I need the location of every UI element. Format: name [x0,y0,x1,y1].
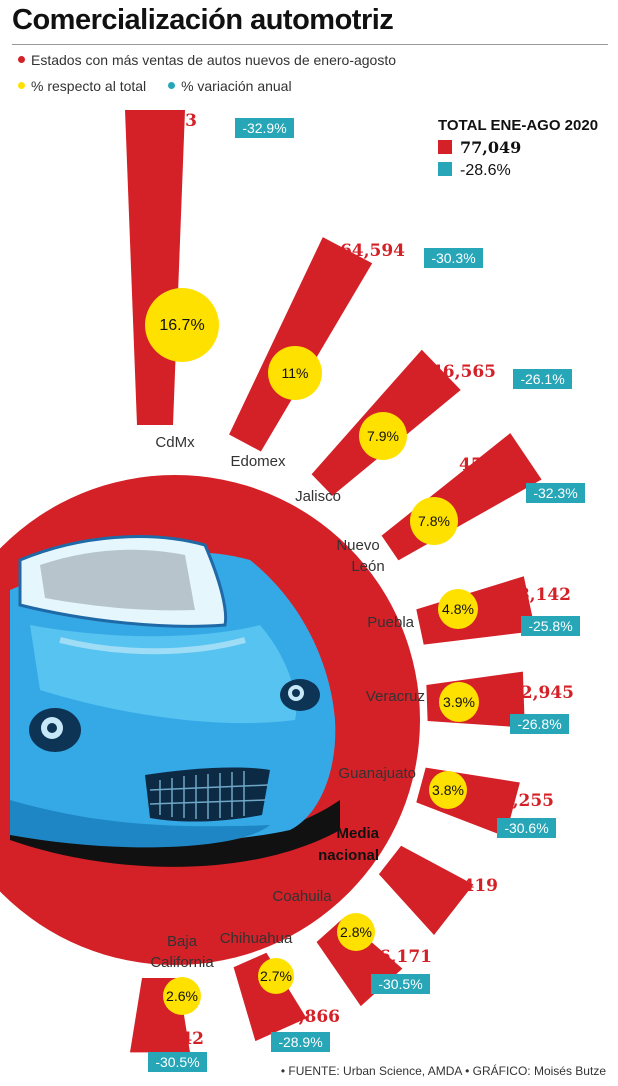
title-rule [12,44,608,45]
value-label-guanajuato: 22,255 [489,791,554,811]
category-label-edomex: Edomex [230,453,286,470]
value-label-chihuahua: 15,866 [275,1007,340,1027]
bar-cdmx [125,110,185,425]
red-dot-icon [18,56,25,63]
total-title: TOTAL ENE-AGO 2020 [438,117,599,134]
share-circle-veracruz [439,682,479,722]
share-circle-edomex [268,346,322,400]
category-label-media-nacional-line2: nacional [318,847,379,864]
red-square-icon [438,140,452,154]
legend-sales-label: Estados con más ventas de autos nuevos d… [31,52,397,68]
value-label-veracruz: 22,945 [509,683,574,703]
value-label-media-nacional: 17,419 [433,876,498,896]
value-label-cdmx: 97,733 [132,111,197,131]
value-label-nuevo-leon: 45,945 [459,455,524,475]
share-label-jalisco: 7.9% [367,428,399,444]
source-footer: • FUENTE: Urban Science, AMDA • GRÁFICO:… [280,1064,606,1078]
bar-edomex [229,237,373,452]
category-label-guanajuato: Guanajuato [338,765,416,782]
legend-share: % respecto al total [18,78,146,94]
share-circle-guanajuato [429,771,467,809]
share-circle-baja-california [163,977,201,1015]
legend-variation: % variación anual [168,78,292,94]
share-label-guanajuato: 3.8% [432,782,464,798]
share-circle-cdmx [145,288,219,362]
category-label-baja-california-line2: California [150,954,214,971]
category-label-coahuila: Coahuila [272,888,332,905]
category-label-nuevo-leon-line2: León [351,558,384,575]
variation-box-edomex [424,248,483,268]
car-illustration [10,535,340,867]
variation-label-edomex: -30.3% [431,250,475,266]
share-circle-chihuahua [258,958,294,994]
variation-label-puebla: -25.8% [528,618,572,634]
yellow-dot-icon [18,82,25,89]
category-label-chihuahua: Chihuahua [220,930,293,947]
category-label-nuevo-leon-line1: Nuevo [336,537,379,554]
variation-label-cdmx: -32.9% [242,120,286,136]
bar-media-nacional [378,845,474,935]
variation-box-veracruz [510,714,569,734]
category-label-baja-california-line1: Baja [167,933,198,950]
annotations-group: 16.7% CdMx 97,733 -32.9% 11% Edomex 64,594 -30.… [132,111,585,1072]
category-label-veracruz: Veracruz [366,688,425,705]
value-label-edomex: 64,594 [340,241,405,261]
variation-label-coahuila: -30.5% [378,976,422,992]
value-label-coahuila: 16,171 [367,947,432,967]
variation-box-coahuila [371,974,430,994]
legend-share-label: % respecto al total [31,78,147,94]
share-label-chihuahua: 2.7% [260,968,292,984]
share-label-coahuila: 2.8% [340,924,372,940]
chart-title: Comercialización automotriz [12,4,394,36]
category-label-puebla: Puebla [367,614,414,631]
variation-box-guanajuato [497,818,556,838]
legend-variation-label: % variación anual [181,78,292,94]
variation-label-chihuahua: -28.9% [278,1034,322,1050]
share-label-nuevo-leon: 7.8% [418,513,450,529]
variation-box-nuevo-leon [526,483,585,503]
variation-box-baja-california [148,1052,207,1072]
variation-label-guanajuato: -30.6% [504,820,548,836]
variation-box-jalisco [513,369,572,389]
share-circle-puebla [438,589,478,629]
variation-label-jalisco: -26.1% [520,371,564,387]
category-label-media-nacional-line1: Media [336,825,379,842]
variation-label-veracruz: -26.8% [517,716,561,732]
variation-box-chihuahua [271,1032,330,1052]
teal-square-icon [438,162,452,176]
share-circle-jalisco [359,412,407,460]
share-label-cdmx: 16.7% [159,317,204,334]
share-label-edomex: 11% [282,365,309,381]
share-circle-nuevo-leon [410,497,458,545]
share-label-baja-california: 2.6% [166,988,198,1004]
legend-sales: Estados con más ventas de autos nuevos d… [18,52,396,68]
legend-share-variation: % respecto al total % variación anual [18,78,310,94]
total-variation-row: -28.6% [438,162,511,180]
variation-label-baja-california: -30.5% [155,1054,199,1070]
share-label-puebla: 4.8% [442,601,474,617]
total-value-row: 77,049 [438,138,521,157]
total-value: 77,049 [460,138,522,157]
variation-label-nuevo-leon: -32.3% [533,485,577,501]
share-label-veracruz: 3.9% [443,694,475,710]
variation-box-cdmx [235,118,294,138]
share-circle-coahuila [337,913,375,951]
teal-dot-icon [168,82,176,89]
bar-nuevo-leon [381,433,542,561]
category-label-cdmx: CdMx [155,434,195,451]
category-label-jalisco: Jalisco [295,488,341,505]
total-variation: -28.6% [460,162,511,179]
value-label-jalisco: 46,565 [431,362,496,382]
bar-chihuahua [233,952,307,1042]
value-label-puebla: 28,142 [506,585,571,605]
value-label-baja-california: 15,242 [139,1029,204,1049]
variation-box-puebla [521,616,580,636]
